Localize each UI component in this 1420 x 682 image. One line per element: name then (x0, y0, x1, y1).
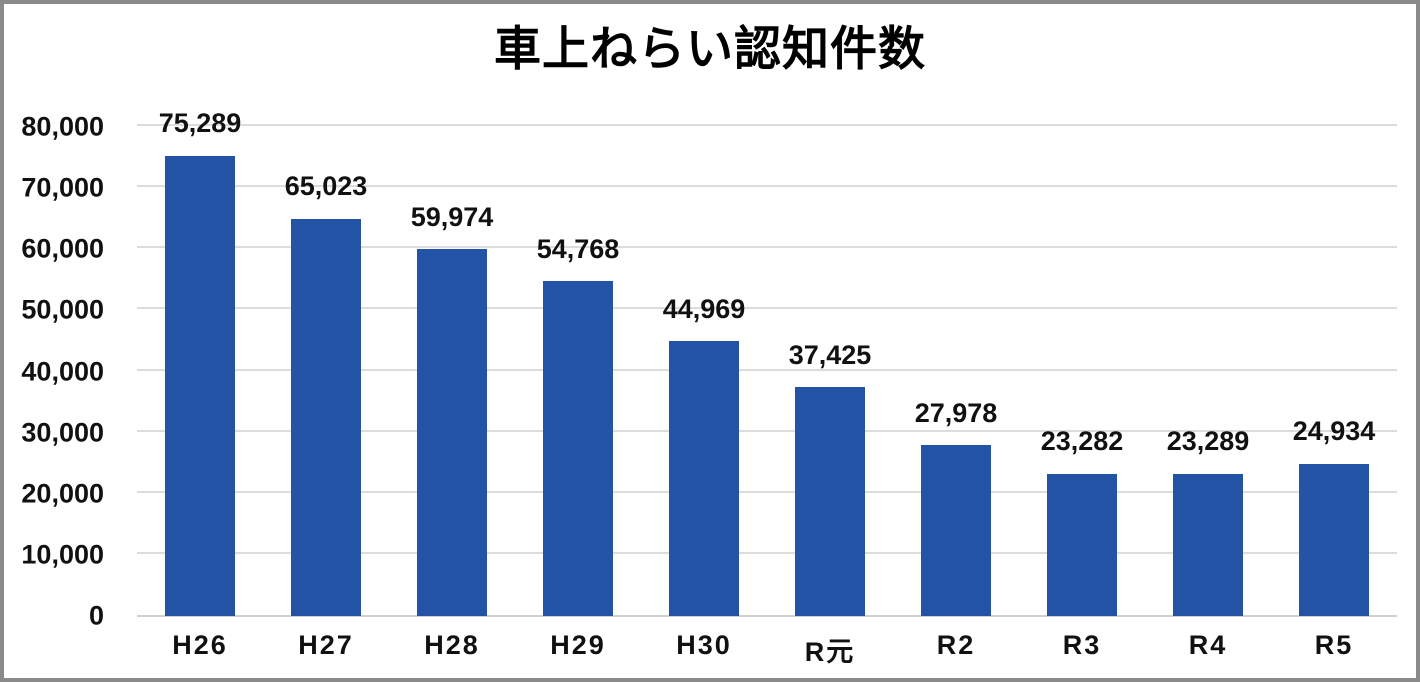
gridline (137, 185, 1397, 188)
x-axis-tick-label: R元 (804, 637, 856, 667)
x-axis-tick-label: H28 (424, 630, 480, 660)
data-label: 23,282 (1040, 426, 1124, 457)
data-label: 24,934 (1292, 416, 1376, 447)
x-axis-tick-label: H30 (676, 630, 732, 660)
gridline (137, 368, 1397, 371)
x-axis-tick-label: H29 (550, 630, 606, 660)
gridline (137, 490, 1397, 493)
x-axis-tick-label: R2 (936, 630, 976, 660)
y-axis-tick-label: 10,000 (21, 539, 104, 570)
bar-slot: 23,282 R3 (1019, 127, 1145, 660)
y-axis-tick-label: 80,000 (21, 111, 104, 142)
data-label: 59,974 (410, 202, 494, 233)
gridline (137, 124, 1397, 126)
x-axis-tick-label: H26 (172, 630, 228, 660)
bar-H26 (165, 155, 235, 616)
bar-slot: 75,289 H26 (137, 109, 263, 660)
bar-R4 (1173, 473, 1243, 616)
y-axis-tick-label: 70,000 (21, 172, 104, 203)
bar-slot: 54,768 H29 (515, 127, 641, 660)
bar-slot: 65,023 H27 (263, 127, 389, 660)
bar-slot: 27,978 R2 (893, 127, 1019, 660)
plot-area: 75,289 H26 65,023 H27 59,974 H28 54,768 H29 44,9… (137, 109, 1397, 667)
y-axis-tick-label: 40,000 (21, 356, 104, 386)
bar-R3 (1047, 473, 1117, 616)
bar-R2 (921, 445, 991, 616)
x-axis-tick-label: R4 (1188, 630, 1228, 660)
data-label: 54,768 (536, 233, 620, 264)
bar-slot: 44,969 H30 (641, 127, 767, 660)
x-axis-tick-label: R3 (1062, 630, 1102, 660)
bar-R5 (1299, 463, 1369, 616)
x-axis-tick-label: R5 (1314, 630, 1354, 660)
chart-title: 車上ねらい認知件数 (494, 22, 926, 75)
bar-slot: 24,934 R5 (1271, 127, 1397, 660)
data-label: 75,289 (158, 108, 242, 139)
bar-slot: 59,974 H28 (389, 127, 515, 660)
data-label: 37,425 (788, 339, 872, 370)
data-label: 65,023 (284, 171, 368, 202)
bar-H27 (291, 218, 361, 616)
y-axis-tick-label: 30,000 (21, 417, 104, 448)
bar-H30 (669, 341, 739, 616)
y-axis-tick-label: 0 (88, 600, 104, 631)
gridline (137, 246, 1397, 249)
y-axis-tick-label: 60,000 (21, 233, 104, 264)
bar-H28 (417, 249, 487, 616)
y-axis-tick-label: 50,000 (21, 294, 104, 325)
y-axis-labels: 0 10,000 20,000 30,000 40,000 50,000 60,000 70,… (20, 113, 104, 629)
y-axis-tick-label: 20,000 (21, 478, 104, 509)
data-label: 27,978 (914, 397, 998, 428)
data-label: 23,289 (1166, 426, 1250, 457)
gridline (137, 551, 1397, 554)
x-axis-line (137, 615, 1397, 617)
gridline (137, 429, 1397, 432)
x-axis-tick-label: H27 (298, 630, 354, 660)
gridline (137, 307, 1397, 310)
bar-slot: 23,289 R4 (1145, 127, 1271, 660)
bar-H29 (543, 281, 613, 616)
bars-container: 75,289 H26 65,023 H27 59,974 H28 54,768 H29 44,9… (137, 109, 1397, 667)
data-label: 44,969 (662, 293, 746, 324)
bar-R元 (795, 387, 865, 616)
bar-slot: 37,425 R元 (767, 127, 893, 667)
